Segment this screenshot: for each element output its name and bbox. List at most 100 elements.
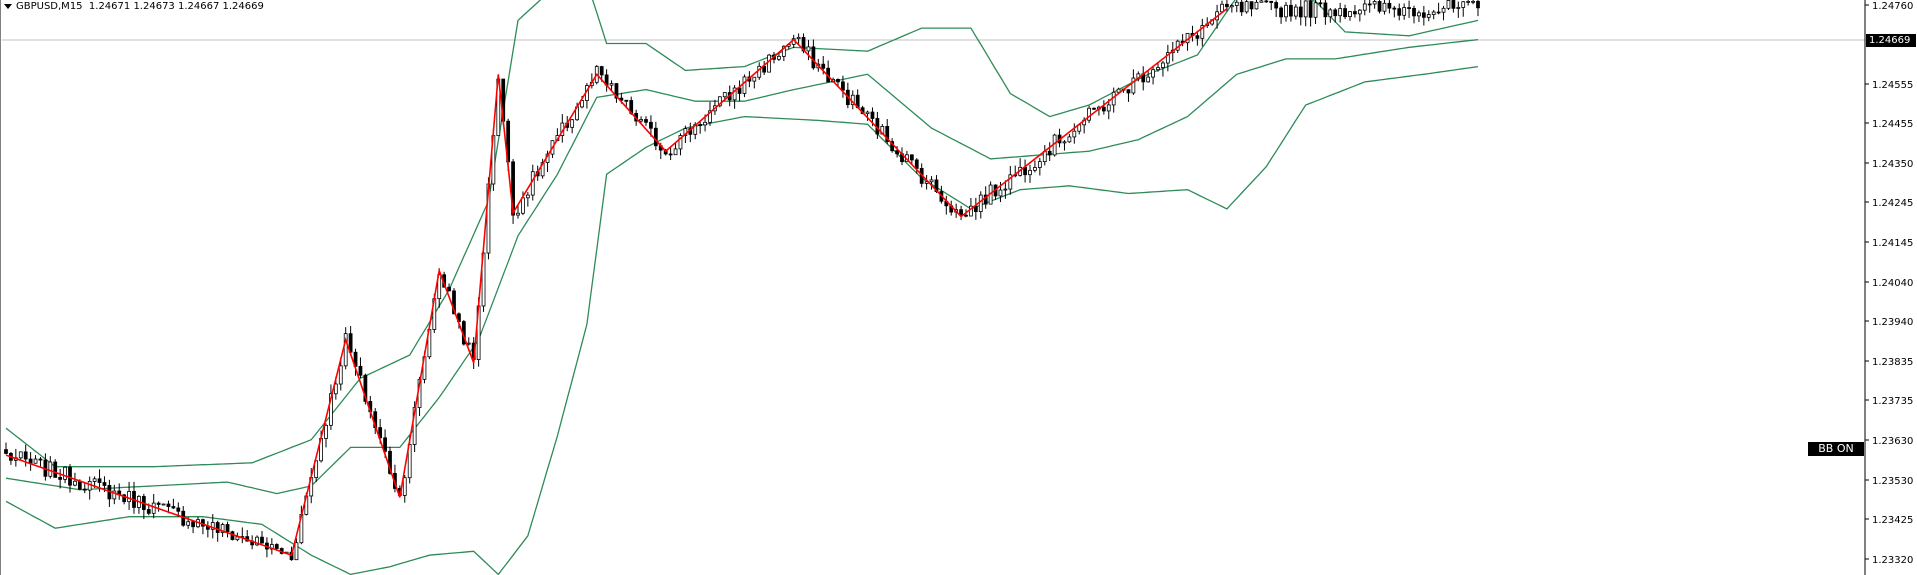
- candle: [201, 518, 205, 535]
- candle-body: [1008, 174, 1013, 190]
- candle: [33, 455, 38, 464]
- candle-body: [97, 478, 102, 483]
- candle-body: [1003, 188, 1008, 191]
- candle: [673, 142, 678, 156]
- candle-body: [58, 476, 63, 480]
- candle-body: [1402, 7, 1407, 16]
- candle: [1037, 157, 1042, 176]
- candle: [269, 538, 274, 555]
- candle: [338, 357, 343, 391]
- candle: [1407, 0, 1411, 18]
- candle: [1456, 1, 1461, 18]
- candle: [63, 466, 67, 484]
- candle-body: [1249, 1, 1254, 10]
- candle: [1062, 140, 1067, 151]
- candle: [1412, 5, 1416, 24]
- candle: [117, 483, 122, 500]
- candle-body: [156, 502, 161, 505]
- candle: [639, 116, 643, 123]
- candle-body: [1106, 104, 1111, 112]
- candle-body: [929, 179, 934, 183]
- candle-body: [161, 503, 166, 506]
- candle-body: [1308, 0, 1313, 18]
- candle: [978, 191, 983, 219]
- candle-body: [516, 212, 520, 216]
- candle: [909, 154, 914, 165]
- candle: [737, 80, 742, 102]
- candle-body: [215, 522, 220, 533]
- candle-body: [1343, 8, 1347, 18]
- candle-body: [1126, 89, 1131, 94]
- candle: [525, 191, 530, 207]
- candle-body: [959, 209, 963, 216]
- candle-body: [1161, 62, 1165, 68]
- candle: [826, 60, 831, 83]
- candle-body: [870, 111, 875, 119]
- y-tick-label: 1.23940: [1872, 317, 1913, 328]
- candle-body: [644, 119, 648, 123]
- ohlc-readout: 1.24671 1.24673 1.24667 1.24669: [88, 1, 264, 12]
- bollinger-upper-line: [5, 0, 1479, 468]
- y-tick-label: 1.24145: [1872, 238, 1913, 249]
- candles: [4, 0, 1480, 561]
- candle: [1348, 11, 1352, 21]
- candle: [358, 357, 363, 379]
- candle: [688, 122, 693, 143]
- candle: [1239, 0, 1244, 16]
- candle-body: [358, 365, 363, 376]
- candle: [171, 498, 176, 510]
- candle: [644, 116, 648, 126]
- candle-body: [777, 55, 781, 60]
- candle: [1042, 145, 1047, 166]
- candle-body: [767, 54, 771, 73]
- chevron-down-icon[interactable]: [4, 3, 12, 9]
- candle-body: [1451, 0, 1456, 9]
- candle-body: [1456, 7, 1461, 9]
- candle-body: [1023, 166, 1027, 176]
- candle: [402, 475, 407, 503]
- candle-body: [171, 506, 176, 509]
- bb-indicator-badge[interactable]: BB ON: [1808, 442, 1864, 456]
- candle: [1229, 3, 1234, 13]
- candle: [205, 521, 210, 538]
- candle-body: [1318, 2, 1323, 5]
- candle: [1279, 6, 1283, 24]
- candle: [1357, 8, 1362, 22]
- candle: [255, 535, 259, 547]
- candle-body: [580, 100, 584, 108]
- candle: [914, 158, 919, 174]
- candle: [1018, 158, 1023, 177]
- candle: [1116, 87, 1121, 93]
- candle-body: [333, 383, 338, 395]
- candle: [1476, 0, 1480, 17]
- candle-body: [1407, 7, 1411, 9]
- candle-body: [678, 135, 683, 150]
- candle: [885, 119, 890, 145]
- candle-body: [1087, 107, 1091, 121]
- candle: [1274, 0, 1279, 18]
- candle-body: [609, 83, 614, 86]
- candle-body: [841, 81, 845, 91]
- candle: [1387, 0, 1392, 14]
- candle-body: [914, 159, 919, 169]
- candle: [865, 110, 870, 121]
- candle-body: [1446, 0, 1451, 9]
- candle-body: [63, 466, 67, 480]
- candle-body: [639, 119, 643, 122]
- candle-body: [1466, 0, 1471, 3]
- candle: [604, 69, 609, 92]
- candle-body: [1362, 3, 1367, 11]
- candle: [1446, 0, 1451, 10]
- candle-body: [1220, 3, 1224, 13]
- candle-body: [1293, 6, 1298, 17]
- candle-body: [1229, 5, 1234, 8]
- candle-body: [1131, 77, 1136, 94]
- candle: [1333, 8, 1338, 23]
- candle: [210, 514, 215, 539]
- candle: [1185, 32, 1190, 51]
- candle-body: [703, 121, 707, 126]
- candle: [836, 78, 840, 87]
- candle-body: [1195, 35, 1200, 39]
- candle-body: [821, 63, 826, 69]
